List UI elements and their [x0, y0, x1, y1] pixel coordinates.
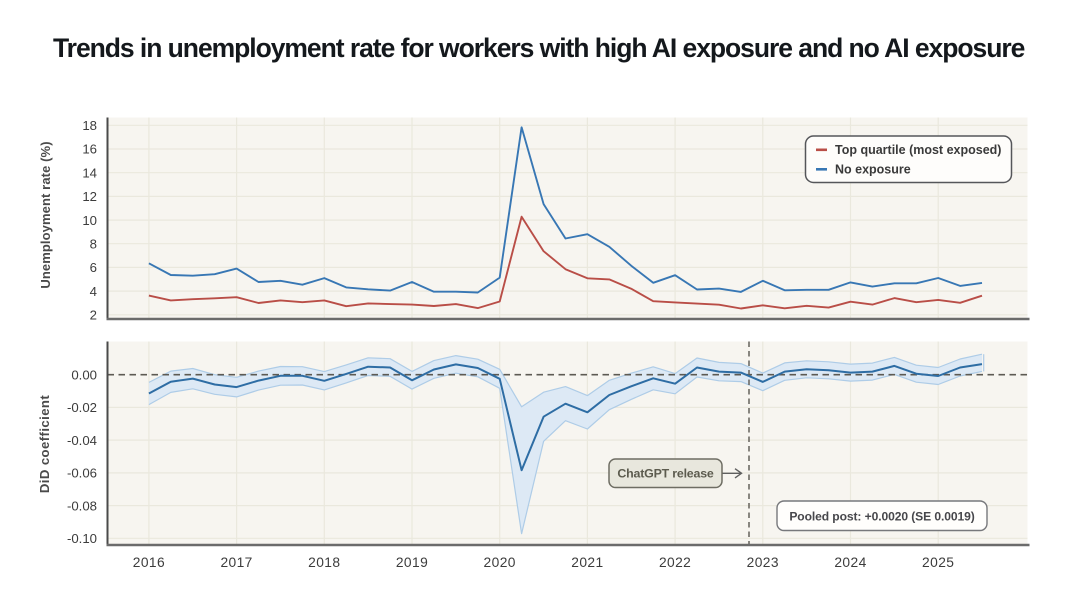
svg-text:12: 12	[82, 189, 97, 204]
svg-text:2016: 2016	[133, 555, 165, 570]
svg-text:2021: 2021	[571, 555, 603, 570]
svg-text:-0.02: -0.02	[67, 400, 97, 415]
svg-text:Pooled post: +0.0020 (SE 0.001: Pooled post: +0.0020 (SE 0.0019)	[789, 509, 974, 523]
svg-text:2017: 2017	[220, 555, 252, 570]
svg-text:2022: 2022	[659, 555, 691, 570]
svg-text:Trends in unemployment rate fo: Trends in unemployment rate for workers …	[53, 33, 1025, 63]
svg-text:Top quartile (most exposed): Top quartile (most exposed)	[835, 143, 1001, 157]
svg-text:14: 14	[82, 165, 97, 180]
svg-text:10: 10	[82, 213, 97, 228]
svg-text:-0.04: -0.04	[67, 433, 97, 448]
svg-text:-0.08: -0.08	[67, 498, 97, 513]
svg-text:16: 16	[82, 142, 97, 157]
svg-text:2019: 2019	[396, 555, 428, 570]
svg-text:2023: 2023	[747, 555, 779, 570]
svg-text:2020: 2020	[484, 555, 516, 570]
svg-text:DiD coefficient: DiD coefficient	[37, 395, 52, 494]
svg-text:8: 8	[90, 236, 97, 251]
svg-text:4: 4	[90, 284, 97, 299]
svg-text:2: 2	[90, 308, 97, 323]
svg-text:2024: 2024	[834, 555, 866, 570]
svg-text:-0.06: -0.06	[67, 466, 97, 481]
svg-text:Unemployment rate (%): Unemployment rate (%)	[38, 141, 53, 288]
svg-text:0.00: 0.00	[71, 367, 97, 382]
svg-text:18: 18	[82, 118, 97, 133]
svg-text:2018: 2018	[308, 555, 340, 570]
svg-text:-0.10: -0.10	[67, 531, 97, 546]
svg-text:No exposure: No exposure	[835, 163, 911, 177]
svg-text:ChatGPT release: ChatGPT release	[617, 467, 713, 481]
svg-text:6: 6	[90, 260, 97, 275]
svg-text:2025: 2025	[922, 555, 954, 570]
